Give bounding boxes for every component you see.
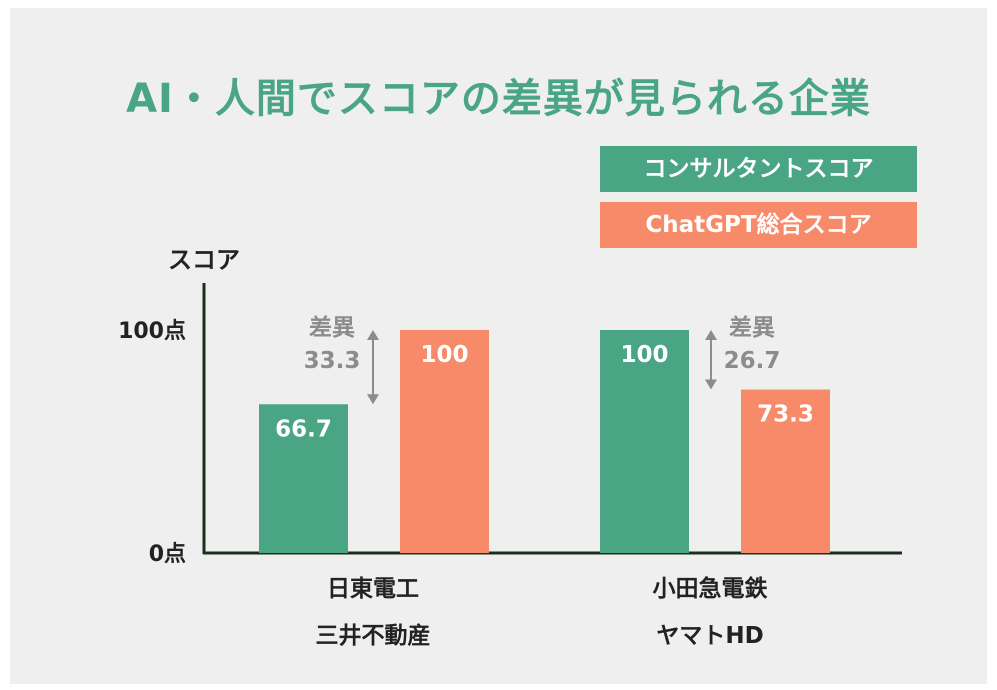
category-label-1-line2: ヤマトHD [656, 623, 763, 649]
y-tick-label-1: 100点 [118, 318, 186, 344]
difference-label-0: 差異 [309, 314, 355, 341]
bar-s0-c1 [600, 330, 689, 553]
bar-value-label-s1-c1: 73.3 [757, 402, 814, 428]
bar-s0-c0 [259, 404, 348, 553]
y-tick-label-0: 0点 [149, 541, 186, 567]
bar-value-label-s0-c0: 66.7 [275, 416, 332, 442]
category-label-1-line1: 小田急電鉄 [653, 575, 768, 602]
legend-chatgpt-score: ChatGPT総合スコア [600, 202, 917, 248]
y-axis-label: スコア [168, 246, 240, 274]
chart-card [10, 8, 987, 684]
difference-label-1: 差異 [729, 314, 775, 341]
bar-value-label-s1-c0: 100 [420, 342, 468, 368]
chart-title: AI・人間でスコアの差異が見られる企業 [126, 76, 871, 122]
bar-s1-c0 [400, 330, 489, 553]
difference-value-1: 26.7 [724, 348, 781, 374]
bar-value-label-s0-c1: 100 [620, 342, 668, 368]
category-label-0-line1: 日東電工 [327, 576, 419, 602]
difference-value-0: 33.3 [304, 348, 361, 374]
category-label-0-line2: 三井不動産 [316, 622, 431, 649]
legend-consultant-score: コンサルタントスコア [600, 146, 917, 192]
difference-arrow-head-down-0 [367, 394, 379, 405]
difference-arrow-head-down-1 [705, 379, 717, 390]
bar-s1-c1 [741, 389, 830, 553]
difference-arrow-head-up-1 [705, 330, 717, 340]
difference-arrow-head-up-0 [367, 330, 379, 340]
